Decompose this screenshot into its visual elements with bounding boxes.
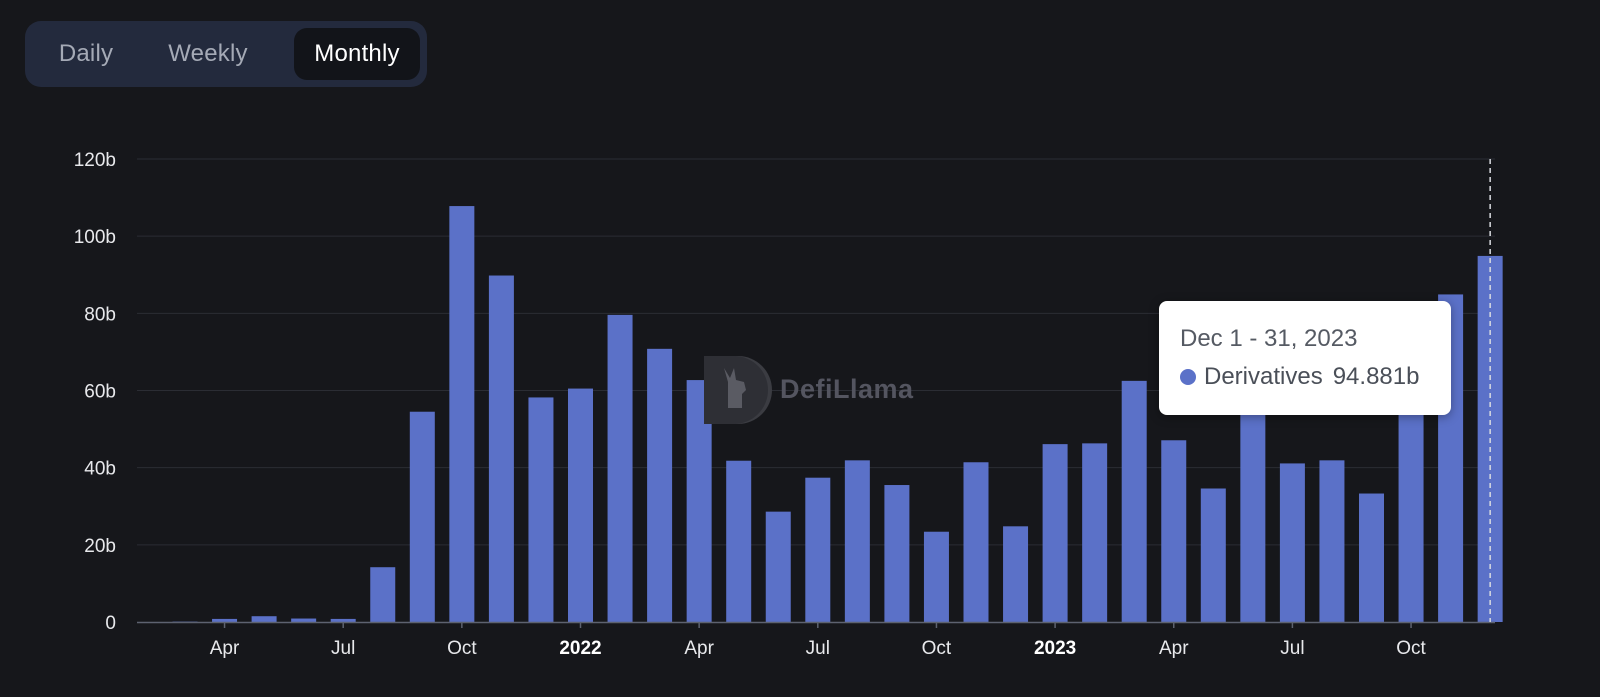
- bar[interactable]: [1121, 380, 1147, 622]
- bar[interactable]: [884, 485, 910, 622]
- bar[interactable]: [765, 511, 791, 622]
- axes: 0 20b 40b 60b 80b 100b 120b Apr Jul Oct 2022 Apr Jul…: [74, 150, 1495, 659]
- bar[interactable]: [528, 397, 554, 622]
- x-tick-label: Oct: [922, 638, 952, 659]
- bar[interactable]: [370, 567, 396, 622]
- bar[interactable]: [488, 275, 514, 622]
- bar[interactable]: [449, 206, 475, 622]
- bar[interactable]: [568, 388, 593, 622]
- bar[interactable]: [409, 411, 435, 622]
- bar[interactable]: [805, 477, 831, 622]
- bar[interactable]: [1398, 402, 1424, 622]
- y-tick-label: 60b: [84, 382, 116, 403]
- bar[interactable]: [726, 460, 752, 622]
- bar[interactable]: [607, 314, 633, 622]
- bar[interactable]: [251, 616, 277, 622]
- x-tick-label: 2023: [1034, 638, 1076, 659]
- period-weekly-button[interactable]: Weekly: [168, 40, 248, 67]
- tooltip-title: Dec 1 - 31, 2023: [1180, 325, 1358, 352]
- bar-series-derivatives: [172, 206, 1503, 623]
- x-tick-label: Jul: [1280, 638, 1304, 659]
- period-toggle-group: Daily Weekly Monthly: [25, 21, 427, 87]
- y-tick-label: 80b: [84, 304, 116, 325]
- y-tick-label: 100b: [74, 227, 116, 248]
- bar[interactable]: [1240, 398, 1266, 622]
- y-tick-label: 120b: [74, 150, 116, 171]
- tooltip-value: 94.881b: [1332, 363, 1420, 390]
- tooltip-series-row: Derivatives 94.881b: [1180, 361, 1451, 393]
- bar[interactable]: [1319, 460, 1345, 622]
- series-dot-icon: [1180, 369, 1196, 385]
- x-tick-label: Jul: [331, 638, 355, 659]
- bar[interactable]: [212, 618, 238, 622]
- x-tick-label: Oct: [1396, 638, 1426, 659]
- bar[interactable]: [647, 348, 673, 622]
- bar[interactable]: [330, 618, 356, 622]
- bar[interactable]: [844, 460, 870, 622]
- y-tick-label: 40b: [84, 459, 116, 480]
- x-tick-label: Apr: [1159, 638, 1189, 659]
- x-tick-label: Apr: [684, 638, 714, 659]
- period-monthly-button[interactable]: Monthly: [294, 28, 420, 80]
- y-tick-label: 20b: [84, 536, 116, 557]
- bar[interactable]: [1359, 493, 1384, 622]
- x-tick-label: 2022: [559, 638, 601, 659]
- period-daily-button[interactable]: Daily: [58, 40, 114, 67]
- tooltip-series-name: Derivatives: [1204, 363, 1323, 390]
- x-tick-label: Apr: [210, 638, 240, 659]
- watermark-logo: [704, 356, 772, 424]
- bar[interactable]: [1161, 440, 1187, 622]
- bar[interactable]: [1200, 488, 1226, 623]
- bar[interactable]: [291, 618, 317, 622]
- watermark-text: DefiLlama: [780, 374, 914, 404]
- bar[interactable]: [1082, 443, 1108, 622]
- x-tick-label: Oct: [447, 638, 477, 659]
- bar[interactable]: [1003, 526, 1029, 622]
- y-tick-label: 0: [105, 613, 116, 634]
- bar[interactable]: [923, 531, 949, 622]
- x-tick-label: Jul: [806, 638, 830, 659]
- bar[interactable]: [963, 462, 989, 622]
- chart-tooltip: Dec 1 - 31, 2023 Derivatives 94.881b: [1159, 301, 1451, 415]
- bar[interactable]: [1042, 444, 1068, 622]
- bar[interactable]: [1279, 463, 1305, 622]
- llama-logo-icon: [704, 356, 772, 424]
